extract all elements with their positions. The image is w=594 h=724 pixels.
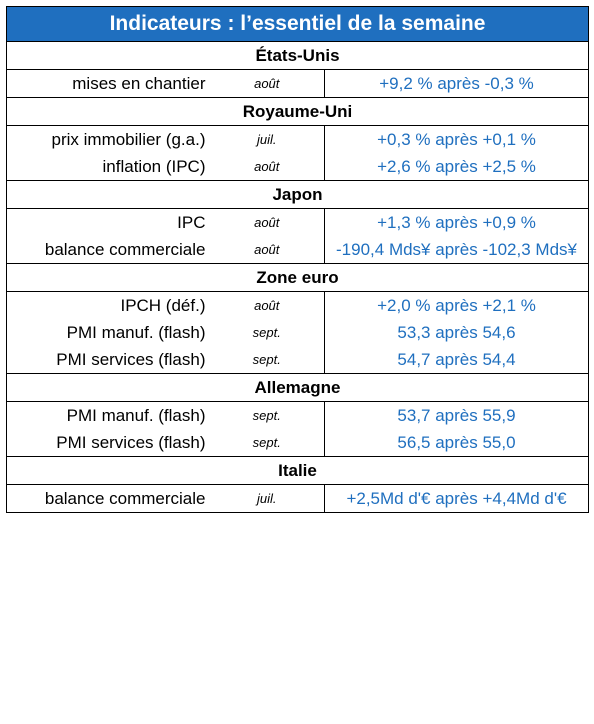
indicator-value: 53,7 après 55,9	[324, 401, 589, 429]
indicator-label: balance commerciale	[6, 484, 210, 513]
section-header-row: Royaume-Uni	[6, 97, 589, 126]
indicator-label: inflation (IPC)	[6, 153, 210, 181]
period-label: août	[209, 69, 325, 98]
indicator-row: prix immobilier (g.a.) juil. +0,3 % après …	[6, 125, 589, 153]
indicator-value: +2,0 % après +2,1 %	[324, 291, 589, 319]
period-label: juil.	[209, 125, 325, 153]
indicator-value: 56,5 après 55,0	[324, 429, 589, 457]
indicator-row: PMI manuf. (flash) sept. 53,3 après 54,6	[6, 319, 589, 346]
section-header-row: Japon	[6, 180, 589, 209]
period-label: août	[209, 236, 325, 264]
indicator-row: inflation (IPC) août +2,6 % après +2,5 %	[6, 153, 589, 181]
indicator-row: balance commerciale août -190,4 Mds¥ après…	[6, 236, 589, 264]
period-label: sept.	[209, 429, 325, 457]
period-label: sept.	[209, 319, 325, 346]
indicators-table: Indicateurs : l’essentiel de la semaine …	[6, 6, 589, 513]
section-header-row: Italie	[6, 456, 589, 485]
indicator-value: 53,3 après 54,6	[324, 319, 589, 346]
indicator-label: mises en chantier	[6, 69, 210, 98]
period-label: août	[209, 208, 325, 236]
indicator-label: prix immobilier (g.a.)	[6, 125, 210, 153]
section-title: Allemagne	[6, 373, 589, 402]
section-title: Zone euro	[6, 263, 589, 292]
indicator-label: PMI manuf. (flash)	[6, 319, 210, 346]
indicator-value: 54,7 après 54,4	[324, 346, 589, 374]
period-label: août	[209, 153, 325, 181]
section-title: Japon	[6, 180, 589, 209]
indicator-row: IPC août +1,3 % après +0,9 %	[6, 208, 589, 236]
section-header-row: Zone euro	[6, 263, 589, 292]
title-row: Indicateurs : l’essentiel de la semaine	[6, 6, 589, 42]
indicator-value: -190,4 Mds¥ après -102,3 Mds¥	[324, 236, 589, 264]
indicator-value: +9,2 % après -0,3 %	[324, 69, 589, 98]
indicator-value: +2,6 % après +2,5 %	[324, 153, 589, 181]
indicator-row: IPCH (déf.) août +2,0 % après +2,1 %	[6, 291, 589, 319]
page-title: Indicateurs : l’essentiel de la semaine	[6, 6, 589, 42]
indicator-value: +1,3 % après +0,9 %	[324, 208, 589, 236]
section-title: États-Unis	[6, 41, 589, 70]
section-header-row: Allemagne	[6, 373, 589, 402]
period-label: août	[209, 291, 325, 319]
period-label: sept.	[209, 346, 325, 374]
period-label: sept.	[209, 401, 325, 429]
indicator-label: PMI services (flash)	[6, 346, 210, 374]
section-header-row: États-Unis	[6, 41, 589, 70]
section-title: Royaume-Uni	[6, 97, 589, 126]
indicator-row: PMI services (flash) sept. 54,7 après 54,4	[6, 346, 589, 374]
indicator-label: balance commerciale	[6, 236, 210, 264]
indicator-row: PMI services (flash) sept. 56,5 après 55,0	[6, 429, 589, 457]
indicator-row: balance commerciale juil. +2,5Md d'€ après…	[6, 484, 589, 513]
indicator-label: PMI services (flash)	[6, 429, 210, 457]
indicator-value: +2,5Md d'€ après +4,4Md d'€	[324, 484, 589, 513]
indicator-label: PMI manuf. (flash)	[6, 401, 210, 429]
indicator-row: PMI manuf. (flash) sept. 53,7 après 55,9	[6, 401, 589, 429]
indicator-label: IPCH (déf.)	[6, 291, 210, 319]
period-label: juil.	[209, 484, 325, 513]
indicator-row: mises en chantier août +9,2 % après -0,3 %	[6, 69, 589, 98]
indicator-label: IPC	[6, 208, 210, 236]
indicator-value: +0,3 % après +0,1 %	[324, 125, 589, 153]
section-title: Italie	[6, 456, 589, 485]
